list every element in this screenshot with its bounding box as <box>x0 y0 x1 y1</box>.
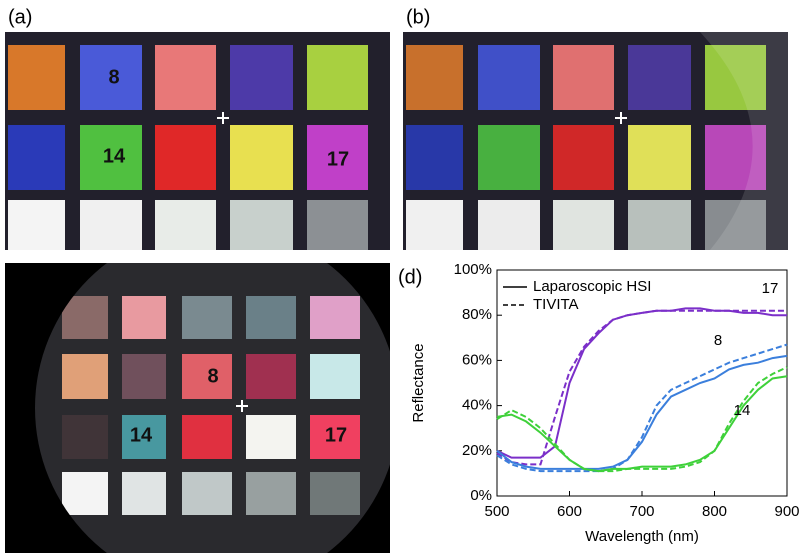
patch-label: 17 <box>327 148 349 170</box>
color-patch <box>182 415 232 459</box>
x-tick-label: 600 <box>557 503 582 520</box>
panel-label: (c) <box>8 266 31 288</box>
color-patch <box>62 296 108 339</box>
color-patch <box>307 125 368 190</box>
legend-label: TIVITA <box>533 296 579 313</box>
color-patch <box>705 45 766 110</box>
vignette <box>700 32 790 250</box>
color-patch <box>230 125 293 190</box>
color-patch <box>230 45 293 110</box>
panel-label: (b) <box>406 6 430 28</box>
patch-label: 14 <box>103 145 126 167</box>
x-tick-label: 800 <box>702 503 727 520</box>
color-patch <box>628 125 691 190</box>
x-tick-label: 700 <box>629 503 654 520</box>
color-patch <box>310 472 360 515</box>
color-patch <box>122 415 166 459</box>
color-patch <box>705 200 766 250</box>
color-patch <box>122 472 166 515</box>
photo-b <box>403 32 790 250</box>
crosshair <box>217 112 229 124</box>
color-patch <box>478 125 540 190</box>
color-patch <box>553 125 614 190</box>
color-patch <box>155 125 216 190</box>
series-line <box>496 309 787 466</box>
color-patch <box>62 472 108 515</box>
color-patch <box>310 296 360 339</box>
color-patch <box>80 125 142 190</box>
color-patch <box>246 354 296 399</box>
x-axis-label: Wavelength (nm) <box>585 528 699 545</box>
color-patch <box>246 296 296 339</box>
y-tick-label: 60% <box>462 351 492 368</box>
color-patch <box>62 415 108 459</box>
color-patch <box>307 45 368 110</box>
x-tick-label: 900 <box>774 503 799 520</box>
photos: (a) (b) (c) (d) 8 14 17 8 14 17 <box>5 6 790 553</box>
color-patch <box>8 45 65 110</box>
y-axis-label: Reflectance <box>410 343 427 422</box>
color-patch <box>478 45 540 110</box>
patch-label: 14 <box>130 424 153 446</box>
photo-c <box>35 263 390 553</box>
color-patch <box>310 354 360 399</box>
y-tick-label: 20% <box>462 442 492 459</box>
y-tick-label: 100% <box>454 261 492 278</box>
color-patch <box>155 45 216 110</box>
curve-label: 8 <box>714 332 722 349</box>
y-tick-label: 40% <box>462 397 492 414</box>
color-patch <box>155 200 216 250</box>
color-patch <box>182 296 232 339</box>
y-tick-label: 80% <box>462 306 492 323</box>
series-line <box>496 375 788 473</box>
color-patch <box>705 125 766 190</box>
color-patch <box>553 45 614 110</box>
color-patch <box>122 296 166 339</box>
color-patch <box>8 125 65 190</box>
curve-label: 17 <box>762 280 779 297</box>
patch-label: 8 <box>108 66 119 88</box>
color-patch <box>8 200 65 250</box>
color-patch <box>478 200 540 250</box>
series-line <box>496 354 788 470</box>
series-line <box>496 366 788 473</box>
color-patch <box>406 125 463 190</box>
color-patch <box>62 354 108 399</box>
color-patch <box>230 200 293 250</box>
color-patch <box>307 200 368 250</box>
patch-label: 17 <box>325 424 347 446</box>
color-patch <box>122 354 166 399</box>
legend-label: Laparoscopic HSI <box>533 278 651 295</box>
color-patch <box>246 472 296 515</box>
patch-label: 8 <box>207 365 218 387</box>
panel-label: (a) <box>8 6 32 28</box>
color-patch <box>628 45 691 110</box>
color-patch <box>406 45 463 110</box>
photo-a <box>5 32 390 250</box>
color-patch <box>80 45 142 110</box>
color-patch <box>628 200 691 250</box>
color-patch <box>80 200 142 250</box>
series-line <box>496 307 787 459</box>
crosshair <box>615 112 627 124</box>
color-patch <box>406 200 463 250</box>
series-line <box>496 343 788 473</box>
panel-label: (d) <box>398 266 422 288</box>
color-patch <box>182 354 232 399</box>
x-tick-label: 500 <box>484 503 509 520</box>
color-patch <box>553 200 614 250</box>
curve-label: 14 <box>734 402 751 419</box>
y-tick-label: 0% <box>470 487 492 504</box>
crosshair <box>236 400 248 412</box>
chart: 0% 20% 40% 60% 80% 100% 500 600 700 800 900 Wavelen… <box>410 261 800 545</box>
color-patch <box>310 415 360 459</box>
color-patch <box>182 472 232 515</box>
color-patch <box>246 415 296 459</box>
